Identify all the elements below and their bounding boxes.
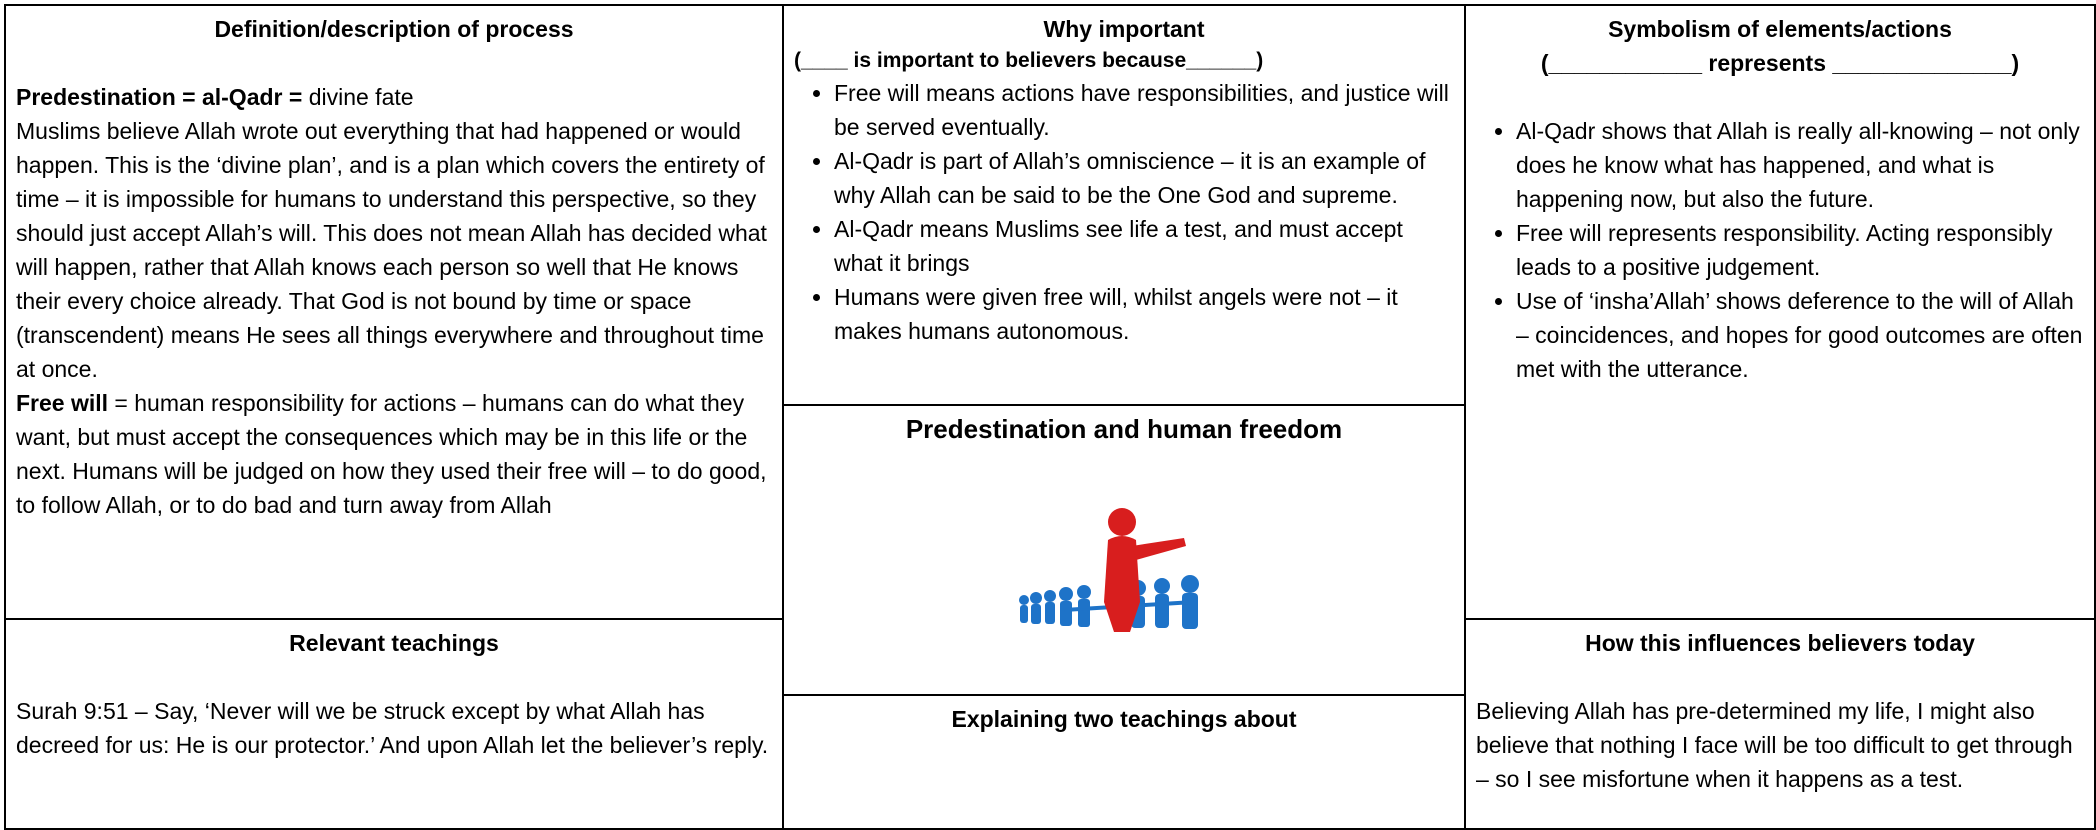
center-box: Predestination and human freedom — [782, 404, 1466, 696]
bullet-item: Al-Qadr is part of Allah’s omniscience –… — [834, 144, 1454, 212]
paragraph: Predestination = al-Qadr = divine fate — [16, 80, 772, 114]
section-subtitle: (____________ represents ______________) — [1540, 50, 2020, 76]
section-title: Explaining two teachings about — [951, 706, 1297, 732]
influence-box: How this influences believers today Beli… — [1464, 618, 2096, 830]
section-text: Surah 9:51 – Say, ‘Never will we be stru… — [16, 698, 769, 758]
center-title: Predestination and human freedom — [905, 414, 1343, 444]
bullet-list: Free will means actions have responsibil… — [794, 76, 1454, 348]
importance-box: Why important (____ is important to beli… — [782, 4, 1466, 406]
paragraph-lead: Free will — [16, 390, 109, 416]
section-subtitle: (____ is important to believers because_… — [794, 49, 1264, 72]
paragraph-text: Muslims believe Allah wrote out everythi… — [16, 118, 767, 382]
paragraph-lead: Predestination = al-Qadr = — [16, 84, 303, 110]
section-title: Symbolism of elements/actions — [1608, 16, 1952, 42]
paragraph-text: divine fate — [302, 84, 414, 110]
section-text: Believing Allah has pre-determined my li… — [1476, 698, 2073, 792]
teachings-box: Relevant teachings Surah 9:51 – Say, ‘Ne… — [4, 618, 784, 830]
paragraphs: Predestination = al-Qadr = divine fate Mu… — [16, 80, 772, 522]
section-title: Relevant teachings — [289, 630, 499, 656]
section-title: How this influences believers today — [1585, 630, 1975, 656]
explaining-box: Explaining two teachings about — [782, 694, 1466, 830]
symbolism-box: Symbolism of elements/actions (_________… — [1464, 4, 2096, 620]
bullet-list: Al-Qadr shows that Allah is really all-k… — [1476, 114, 2084, 386]
people-illustration — [1019, 508, 1199, 632]
bullet-item: Humans were given free will, whilst ange… — [834, 280, 1454, 348]
section-title: Definition/description of process — [214, 16, 574, 42]
bullet-item: Use of ‘insha’Allah’ shows deference to … — [1516, 284, 2084, 386]
paragraph: Muslims believe Allah wrote out everythi… — [16, 114, 772, 386]
bullet-item: Free will represents responsibility. Act… — [1516, 216, 2084, 284]
section-title: Why important — [1043, 16, 1205, 42]
bullet-item: Al-Qadr means Muslims see life a test, a… — [834, 212, 1454, 280]
definition-box: Definition/description of process Predes… — [4, 4, 784, 620]
paragraph: Free will = human responsibility for act… — [16, 386, 772, 522]
bullet-item: Free will means actions have responsibil… — [834, 76, 1454, 144]
bullet-item: Al-Qadr shows that Allah is really all-k… — [1516, 114, 2084, 216]
paragraph-text: = human responsibility for actions – hum… — [16, 390, 767, 518]
